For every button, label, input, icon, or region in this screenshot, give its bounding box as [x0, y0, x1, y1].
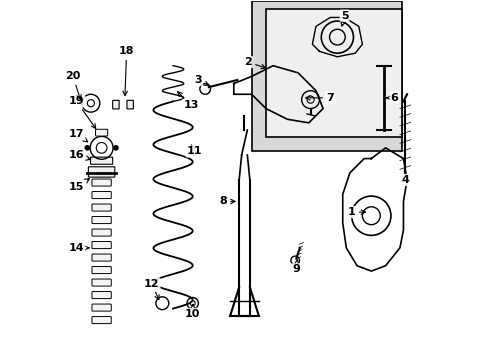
Text: 8: 8: [219, 197, 235, 206]
FancyBboxPatch shape: [92, 279, 111, 286]
Text: 16: 16: [69, 150, 90, 160]
FancyBboxPatch shape: [92, 216, 111, 224]
FancyBboxPatch shape: [127, 100, 133, 109]
FancyBboxPatch shape: [92, 192, 111, 199]
FancyBboxPatch shape: [92, 292, 111, 298]
FancyBboxPatch shape: [95, 129, 107, 136]
Circle shape: [114, 146, 118, 150]
FancyBboxPatch shape: [251, 1, 401, 152]
Text: 1: 1: [347, 207, 365, 217]
Text: 7: 7: [305, 93, 333, 103]
FancyBboxPatch shape: [92, 266, 111, 274]
FancyBboxPatch shape: [88, 167, 115, 177]
FancyBboxPatch shape: [92, 229, 111, 236]
Text: 3: 3: [194, 75, 208, 85]
Text: 5: 5: [340, 11, 347, 26]
Circle shape: [85, 146, 89, 150]
Text: 14: 14: [69, 243, 89, 253]
Text: 9: 9: [292, 260, 300, 274]
FancyBboxPatch shape: [92, 254, 111, 261]
FancyBboxPatch shape: [90, 157, 112, 164]
Text: 13: 13: [177, 92, 198, 110]
FancyBboxPatch shape: [92, 316, 111, 324]
Text: 15: 15: [69, 179, 89, 192]
Text: 20: 20: [65, 71, 81, 99]
Text: 2: 2: [244, 57, 265, 69]
Text: 18: 18: [119, 46, 134, 96]
Text: 4: 4: [401, 174, 408, 185]
FancyBboxPatch shape: [112, 100, 119, 109]
FancyBboxPatch shape: [92, 179, 111, 186]
Text: 19: 19: [69, 96, 96, 129]
FancyBboxPatch shape: [92, 304, 111, 311]
FancyBboxPatch shape: [265, 9, 401, 137]
Text: 6: 6: [386, 93, 398, 103]
Text: 11: 11: [186, 145, 202, 157]
Text: 12: 12: [143, 279, 159, 300]
Text: 10: 10: [184, 305, 200, 319]
FancyBboxPatch shape: [92, 242, 111, 249]
FancyBboxPatch shape: [92, 204, 111, 211]
Text: 17: 17: [69, 129, 87, 142]
